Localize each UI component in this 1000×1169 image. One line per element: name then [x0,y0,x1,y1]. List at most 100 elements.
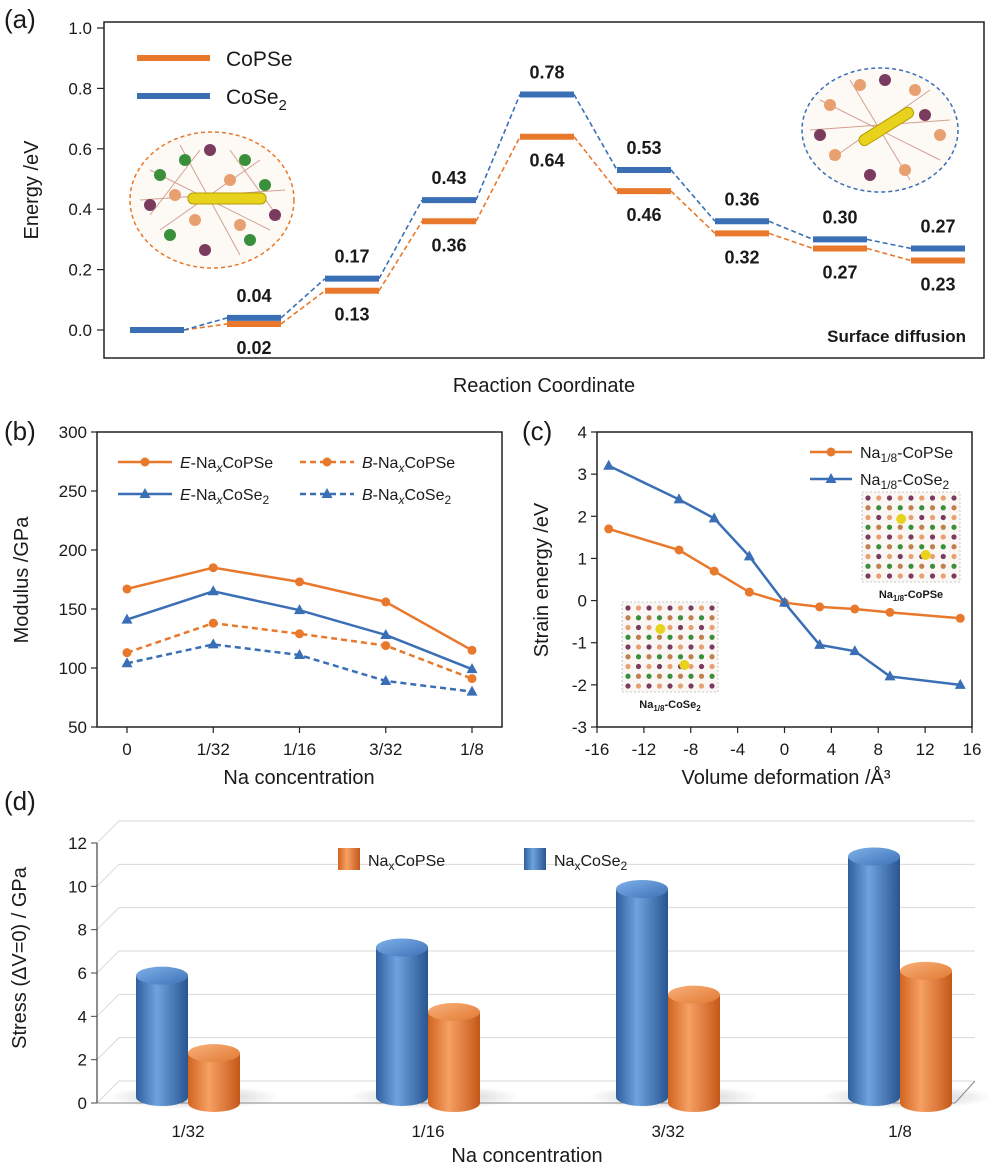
panel-d-xlabel: Na concentration [451,1145,602,1167]
panel-b-point-B-NaxCoSe2 [380,674,392,685]
inset-atom [886,514,893,521]
panel-b-point-B-NaxCoSe2 [207,638,219,649]
inset-atom [897,505,903,511]
panel-a-value-label-CoSe2: 0.17 [334,247,369,267]
inset-atom [688,605,694,611]
panel-a-value-label-CoSe2: 0.43 [431,168,466,188]
inset-atom [677,605,684,611]
inset-atom [646,615,652,621]
inset-atom [667,663,673,670]
inset-caption-copse: Na1/8-CoPSe [879,589,943,603]
panel-c-point-Na1/8-CoPSe [604,524,614,534]
inset-atom [709,654,715,660]
inset-atom [897,553,903,560]
inset-atom [635,634,642,640]
inset-atom [929,553,936,560]
panel-c-point-Na1/8-CoPSe [709,566,719,576]
inset-atom [677,644,684,650]
inset-atom [698,663,705,670]
inset-atom [951,573,957,579]
panel-c-point-Na1/8-CoPSe [674,545,684,555]
inset-atom [886,544,893,550]
legend-c-cose2: Na1/8-CoSe2 [860,472,950,492]
inset-atom [635,605,642,611]
inset-atom [698,654,705,660]
panel-d-bar-NaxCoPSe [188,1053,240,1112]
inset-atom [951,553,957,560]
inset-atom [635,644,642,650]
inset-atom [667,644,673,650]
inset-atom [656,634,663,640]
inset-atom [865,563,871,569]
panel-a-ytick-label: 1.0 [68,19,92,38]
panel-b-point-E-NaxCoPSe [208,563,218,573]
inset-atom [709,663,715,670]
panel-c-point-Na1/8-CoPSe [885,607,895,617]
panel-c-point-Na1/8-CoSe2 [849,645,861,656]
inset-atom [876,573,882,579]
inset-atom [865,553,871,560]
inset-atom [919,544,925,550]
inset-atom [646,663,652,670]
inset-atom [635,654,642,660]
panel-c-xtick-label: -16 [585,740,610,759]
panel-b-point-B-NaxCoSe2 [121,657,133,668]
inset-atom [698,624,705,631]
panel-a-value-label-CoPSe: 0.32 [724,247,759,267]
panel-c-xtick-label: -4 [730,740,745,759]
inset-atom [940,524,946,530]
legend-d-copse: NaxCoPSe [368,853,445,873]
panel-c-ytick-label: -3 [572,718,587,737]
panel-a-connector-CoPSe [378,220,423,292]
panel-c-ytick-label: 3 [578,465,587,484]
inset-atom [929,563,936,569]
panel-b-point-E-NaxCoPSe [295,577,304,587]
panel-d-ytick-label: 2 [78,1051,87,1070]
inset-atom [656,683,663,689]
inset-atom [919,505,925,511]
inset-atom [908,573,914,579]
panel-a-frame [103,21,985,359]
inset-atom [656,605,663,611]
inset-crystal-left [129,131,295,269]
inset-atom-na [896,514,907,524]
inset-atom [709,624,715,631]
panel-c-point-Na1/8-CoSe2 [814,638,826,649]
panel-a-ytick-label: 0.8 [68,79,92,98]
panel-b-point-B-NaxCoPSe [381,641,391,651]
panel-d-ytick-label: 10 [68,877,87,896]
inset-atom [709,615,715,621]
panel-a-xlabel: Reaction Coordinate [453,375,635,397]
inset-atom [897,573,903,579]
inset-atom [908,505,914,511]
inset-atom [886,505,893,511]
panel-a-value-label-CoSe2: 0.53 [626,138,661,158]
inset-atom [886,495,893,501]
inset-atom [646,683,652,689]
panel-c-point-Na1/8-CoSe2 [708,512,720,523]
inset-atom [940,534,946,540]
inset-structure-copse: Na1/8-CoPSe [861,491,961,603]
inset-atom [698,644,705,650]
panel-d-bar-NaxCoPSe [428,1012,480,1112]
panel-d-gridline [96,907,975,931]
inset-atom [951,495,957,501]
panel-c-point-Na1/8-CoSe2 [673,493,685,504]
panel-c-point-Na1/8-CoPSe [850,604,860,614]
inset-atom [698,673,705,679]
inset-atom [709,673,715,679]
panel-d-ylabel: Stress (ΔV=0) / GPa [9,866,31,1049]
inset-atom [876,505,882,511]
panel-b-xtick-label: 1/16 [283,740,316,759]
inset-atom [646,624,652,631]
panel-a-value-label-CoSe2: 0.36 [724,189,759,209]
inset-atom [688,654,694,660]
inset-atom [929,534,936,540]
panel-d-gridline [96,993,975,1017]
inset-atom [677,634,684,640]
inset-atom [635,683,642,689]
inset-atom [876,534,882,540]
inset-atom [886,524,893,530]
inset-atom [656,644,663,650]
panel-a-value-label-CoPSe: 0.36 [431,235,466,255]
